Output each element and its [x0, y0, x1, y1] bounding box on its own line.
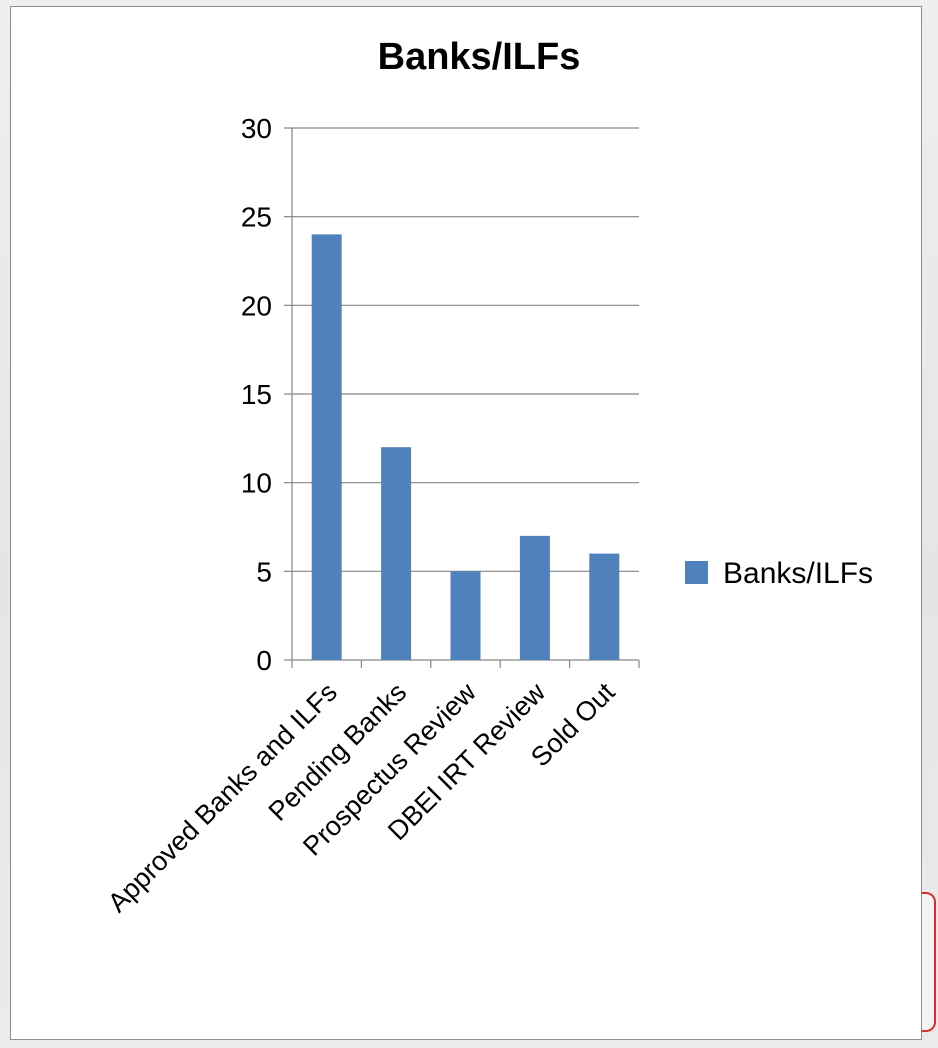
legend-entry: Banks/ILFs [723, 557, 873, 590]
bar-4 [589, 554, 619, 660]
y-tick-label: 10 [241, 468, 272, 499]
bar-1 [381, 447, 411, 660]
chart-title: Banks/ILFs [378, 36, 581, 78]
y-tick-label: 30 [241, 113, 272, 144]
gridlines [292, 128, 639, 571]
y-tick-label: 20 [241, 290, 272, 321]
slide-edge-accent [922, 892, 936, 1032]
bar-3 [520, 536, 550, 660]
legend: Banks/ILFs [685, 557, 873, 590]
y-axis-ticks: 0 5 10 15 20 25 30 [241, 113, 272, 676]
bar-chart: Banks/ILFs 0 5 10 15 20 25 30 Approved Banks a… [11, 7, 921, 1039]
bar-2 [451, 571, 481, 660]
chart-area: Banks/ILFs 0 5 10 15 20 25 30 Approved Banks a… [10, 6, 922, 1040]
y-tick-label: 25 [241, 202, 272, 233]
bars [312, 234, 620, 660]
y-tick-label: 0 [256, 645, 272, 676]
y-tick-label: 15 [241, 379, 272, 410]
y-tick-label: 5 [256, 556, 272, 587]
bar-0 [312, 234, 342, 660]
legend-swatch [685, 561, 708, 584]
